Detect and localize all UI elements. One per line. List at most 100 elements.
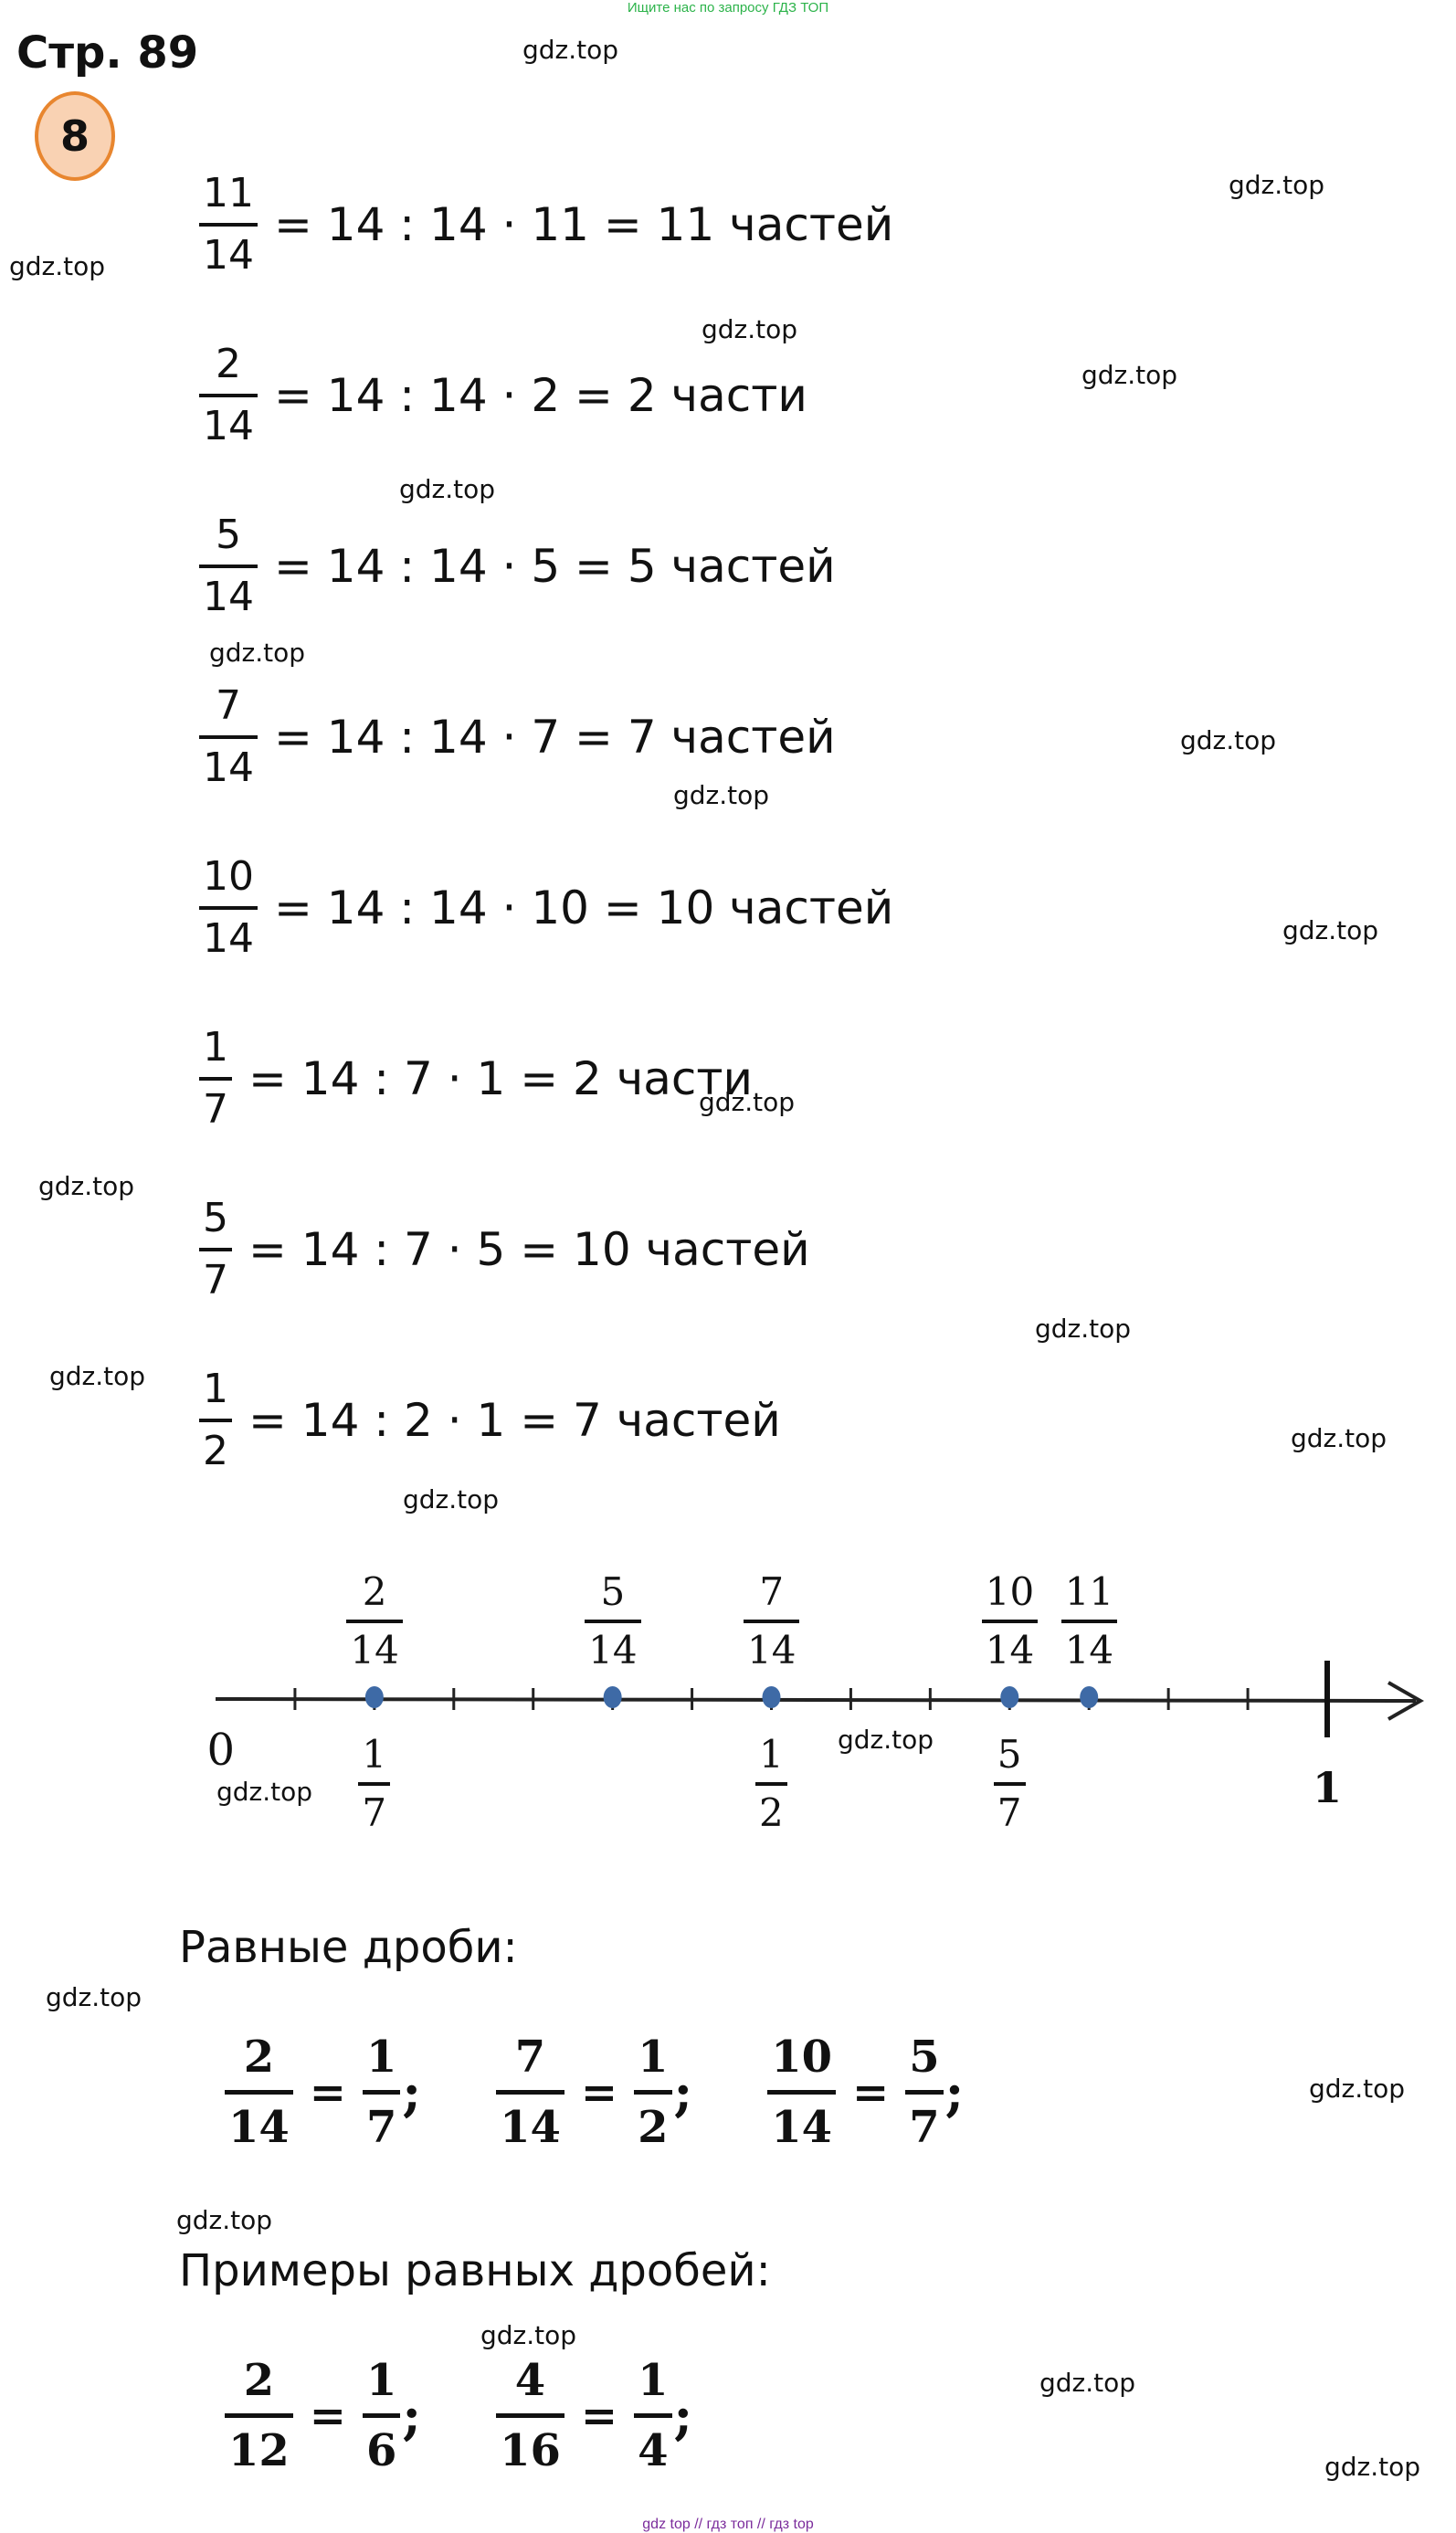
- numerator: 1: [203, 1024, 228, 1071]
- task-number-badge: 8: [35, 91, 115, 181]
- numerator: 1: [638, 2032, 669, 2083]
- watermark: gdz.top: [176, 2205, 273, 2235]
- numerator: 10: [985, 1569, 1035, 1614]
- equation-row: 11 14 = 14 : 14 · 11 = 11 частей: [199, 174, 893, 276]
- equals-sign: =: [851, 2066, 890, 2118]
- examples-heading: Примеры равных дробей:: [179, 2245, 771, 2296]
- number-line-point: [364, 1686, 384, 1708]
- denominator: 14: [203, 403, 254, 449]
- denominator: 14: [228, 2102, 290, 2153]
- fraction: 10 14: [199, 857, 258, 959]
- numerator: 2: [243, 2032, 275, 2083]
- watermark: gdz.top: [1229, 170, 1325, 200]
- number-line-point: [1080, 1686, 1099, 1708]
- fraction-bar: [199, 906, 258, 910]
- equation-expression: = 14 : 14 · 11 = 11 частей: [274, 198, 894, 251]
- fraction-bar: [199, 735, 258, 739]
- watermark: gdz.top: [403, 1484, 500, 1515]
- denominator: 7: [366, 2102, 397, 2153]
- equals-sign: =: [580, 2390, 618, 2442]
- equation-expression: = 14 : 14 · 5 = 5 частей: [274, 540, 836, 593]
- fraction: 2 14: [225, 2035, 293, 2149]
- page-title: Стр. 89: [16, 27, 199, 79]
- equation-row: 10 14 = 14 : 14 · 10 = 10 частей: [199, 857, 893, 959]
- numerator: 5: [203, 1195, 228, 1241]
- denominator: 7: [203, 1086, 228, 1133]
- fraction-bar: [363, 2413, 401, 2418]
- numerator: 10: [203, 853, 254, 900]
- numerator: 1: [203, 1366, 228, 1412]
- equation-expression: = 14 : 7 · 5 = 10 частей: [248, 1223, 810, 1276]
- denominator: 14: [203, 232, 254, 279]
- numerator: 5: [600, 1569, 626, 1614]
- watermark: gdz.top: [1324, 2452, 1421, 2482]
- fraction-bar: [981, 1620, 1039, 1623]
- denominator: 14: [203, 915, 254, 962]
- equals-sign: =: [580, 2066, 618, 2118]
- numerator: 10: [771, 2032, 832, 2083]
- fraction: 4 16: [496, 2359, 564, 2473]
- watermark: gdz.top: [1291, 1423, 1387, 1453]
- denominator: 7: [909, 2102, 940, 2153]
- denominator: 14: [203, 744, 254, 791]
- fraction-bar: [585, 1620, 641, 1623]
- number-line-axis: [215, 1697, 1417, 1703]
- fraction-bar: [199, 1248, 232, 1251]
- watermark: gdz.top: [399, 474, 496, 504]
- fraction-bar: [225, 2413, 293, 2418]
- fraction-bar: [346, 1620, 403, 1623]
- numerator: 5: [216, 512, 241, 558]
- equation-expression: = 14 : 14 · 7 = 7 частей: [274, 711, 836, 764]
- denominator: 2: [638, 2102, 669, 2153]
- watermark: gdz.top: [216, 1777, 313, 1807]
- watermark: gdz.top: [522, 35, 619, 65]
- denominator: 6: [366, 2425, 397, 2476]
- fraction: 7 14: [199, 686, 258, 788]
- fraction-bar: [634, 2090, 672, 2095]
- number-line-point: [603, 1686, 622, 1708]
- watermark: gdz.top: [49, 1361, 146, 1391]
- numerator: 11: [1064, 1569, 1114, 1614]
- equals-sign: =: [309, 2390, 347, 2442]
- watermark: gdz.top: [699, 1087, 796, 1117]
- fraction-bar: [199, 1077, 232, 1081]
- equation-expression: = 14 : 2 · 1 = 7 частей: [248, 1394, 781, 1447]
- numerator: 2: [216, 341, 241, 387]
- denominator: 4: [638, 2425, 669, 2476]
- watermark: gdz.top: [480, 2320, 577, 2350]
- fraction-bar: [199, 223, 258, 227]
- fraction: 10 14: [767, 2035, 836, 2149]
- fraction-bar: [767, 2090, 836, 2095]
- fraction-bar: [744, 1620, 800, 1623]
- watermark: gdz.top: [209, 638, 306, 668]
- equation-expression: = 14 : 14 · 10 = 10 частей: [274, 881, 894, 934]
- watermark: gdz.top: [1035, 1314, 1132, 1344]
- footer: gdz top // гдз топ // гдз top: [642, 2517, 814, 2532]
- equation-row: 7 14 = 14 : 14 · 7 = 7 частей: [199, 686, 836, 788]
- fraction: 11 14: [199, 174, 258, 276]
- numerator: 4: [514, 2355, 546, 2406]
- fraction-bar: [905, 2090, 944, 2095]
- denominator: 14: [203, 574, 254, 620]
- denominator: 7: [203, 1257, 228, 1303]
- equation-expression: = 14 : 14 · 2 = 2 части: [274, 369, 807, 422]
- watermark: gdz.top: [38, 1171, 135, 1201]
- fraction: 5 14: [199, 515, 258, 617]
- fraction-bar: [225, 2090, 293, 2095]
- fraction: 2 14: [199, 344, 258, 447]
- fraction-bar: [363, 2090, 401, 2095]
- equation-row: 5 14 = 14 : 14 · 5 = 5 частей: [199, 515, 836, 617]
- watermark: gdz.top: [702, 314, 798, 344]
- equation-expression: = 14 : 7 · 1 = 2 части: [248, 1052, 754, 1105]
- equation-row: 2 14 = 14 : 14 · 2 = 2 части: [199, 344, 807, 447]
- number-line-point: [762, 1686, 781, 1708]
